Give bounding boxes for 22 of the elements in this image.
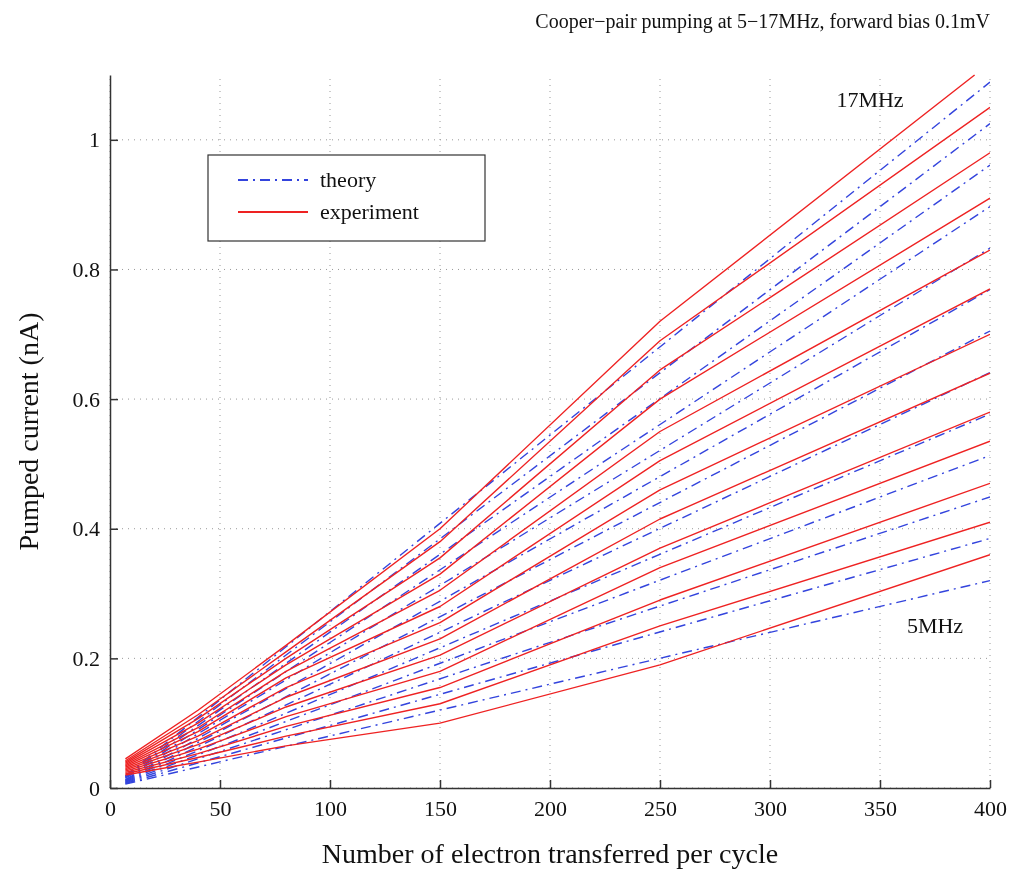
y-tick-label: 0.2 [72, 645, 100, 671]
y-axis-title: Pumped current (nA) [13, 312, 44, 551]
x-tick-label: 150 [424, 795, 457, 821]
x-tick-label: 0 [105, 795, 116, 821]
legend-label: theory [320, 167, 377, 192]
x-tick-label: 350 [864, 795, 897, 821]
y-tick-label: 0.8 [72, 256, 100, 282]
legend-label: experiment [320, 199, 419, 224]
y-tick-label: 0.4 [72, 516, 100, 542]
x-tick-label: 400 [974, 795, 1007, 821]
x-tick-label: 100 [314, 795, 347, 821]
x-tick-label: 250 [644, 795, 677, 821]
chart-title: Cooper−pair pumping at 5−17MHz, forward bias 0.1mV [535, 10, 991, 33]
y-tick-label: 0 [89, 775, 100, 801]
x-axis-title: Number of electron transferred per cycle [321, 838, 779, 869]
x-tick-label: 300 [754, 795, 787, 821]
annotation: 17MHz [836, 87, 904, 112]
y-tick-label: 0.6 [72, 386, 100, 412]
x-tick-label: 50 [209, 795, 232, 821]
x-tick-label: 200 [534, 795, 567, 821]
y-tick-label: 1 [89, 127, 100, 153]
annotation: 5MHz [906, 613, 964, 638]
